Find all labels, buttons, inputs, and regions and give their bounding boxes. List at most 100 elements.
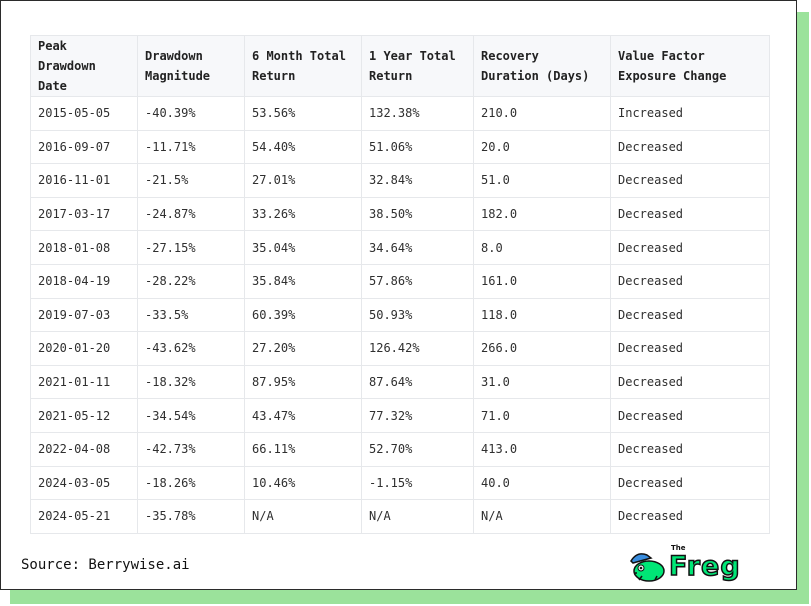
table-cell: Decreased bbox=[610, 129, 770, 165]
table-row: 2019-07-03 -33.5% 60.39% 50.93% 118.0 Decreas… bbox=[30, 297, 770, 333]
table-cell: N/A bbox=[244, 499, 362, 534]
table-cell: 27.01% bbox=[244, 163, 362, 198]
table-cell: 87.95% bbox=[244, 364, 362, 400]
table-cell: 43.47% bbox=[244, 398, 362, 433]
table-cell: 20.0 bbox=[473, 129, 611, 165]
table-cell: 51.0 bbox=[473, 163, 611, 198]
table-cell: 38.50% bbox=[361, 196, 474, 232]
table-cell: 118.0 bbox=[473, 297, 611, 333]
table-cell: 60.39% bbox=[244, 297, 362, 333]
table-cell: 2018-01-08 bbox=[30, 230, 138, 265]
table-cell: 132.38% bbox=[361, 96, 474, 131]
table-cell: 266.0 bbox=[473, 331, 611, 366]
table-row: 2020-01-20 -43.62% 27.20% 126.42% 266.0 Decre… bbox=[30, 331, 770, 366]
table-row: 2024-05-21 -35.78% N/A N/A N/A Decreased bbox=[30, 499, 770, 534]
table-cell: -11.71% bbox=[137, 129, 245, 165]
table-cell: 126.42% bbox=[361, 331, 474, 366]
table-cell: 31.0 bbox=[473, 364, 611, 400]
table-cell: N/A bbox=[473, 499, 611, 534]
freg-logo: The Freg bbox=[627, 544, 769, 583]
table-cell: 161.0 bbox=[473, 263, 611, 299]
table-cell: 35.04% bbox=[244, 230, 362, 265]
frog-mascot-icon bbox=[630, 553, 665, 582]
drawdown-table: Peak Drawdown Date Drawdown Magnitude 6 Mo… bbox=[30, 35, 770, 534]
table-cell: 35.84% bbox=[244, 263, 362, 299]
table-cell: 2015-05-05 bbox=[30, 96, 138, 131]
table-cell: 53.56% bbox=[244, 96, 362, 131]
table-cell: 32.84% bbox=[361, 163, 474, 198]
table-row: 2016-11-01 -21.5% 27.01% 32.84% 51.0 Decrease… bbox=[30, 163, 770, 198]
table-cell: Decreased bbox=[610, 364, 770, 400]
table-cell: -43.62% bbox=[137, 331, 245, 366]
column-header: Drawdown Magnitude bbox=[137, 35, 245, 97]
table-cell: 2022-04-08 bbox=[30, 431, 138, 467]
table-cell: 27.20% bbox=[244, 331, 362, 366]
table-cell: 2024-05-21 bbox=[30, 499, 138, 534]
table-cell: 66.11% bbox=[244, 431, 362, 467]
table-row: 2018-04-19 -28.22% 35.84% 57.86% 161.0 Decrea… bbox=[30, 263, 770, 299]
table-cell: 54.40% bbox=[244, 129, 362, 165]
column-header: Recovery Duration (Days) bbox=[473, 35, 611, 97]
table-body: 2015-05-05 -40.39% 53.56% 132.38% 210.0 Incre… bbox=[30, 96, 770, 534]
table-cell: Decreased bbox=[610, 398, 770, 433]
table-row: 2022-04-08 -42.73% 66.11% 52.70% 413.0 Decrea… bbox=[30, 431, 770, 467]
table-cell: Decreased bbox=[610, 431, 770, 467]
table-cell: -35.78% bbox=[137, 499, 245, 534]
table-cell: 8.0 bbox=[473, 230, 611, 265]
table-cell: -27.15% bbox=[137, 230, 245, 265]
table-cell: 2020-01-20 bbox=[30, 331, 138, 366]
column-header: 1 Year Total Return bbox=[361, 35, 474, 97]
table-cell: -18.26% bbox=[137, 465, 245, 501]
table-cell: 2019-07-03 bbox=[30, 297, 138, 333]
table-cell: 413.0 bbox=[473, 431, 611, 467]
table-cell: -28.22% bbox=[137, 263, 245, 299]
table-row: 2018-01-08 -27.15% 35.04% 34.64% 8.0 Decrease… bbox=[30, 230, 770, 265]
table-row: 2015-05-05 -40.39% 53.56% 132.38% 210.0 Incre… bbox=[30, 96, 770, 131]
table-cell: Decreased bbox=[610, 499, 770, 534]
source-caption: Source: Berrywise.ai bbox=[21, 557, 190, 573]
table-cell: 2018-04-19 bbox=[30, 263, 138, 299]
table-cell: -1.15% bbox=[361, 465, 474, 501]
table-cell: -42.73% bbox=[137, 431, 245, 467]
table-cell: 182.0 bbox=[473, 196, 611, 232]
table-cell: -40.39% bbox=[137, 96, 245, 131]
table-cell: -33.5% bbox=[137, 297, 245, 333]
table-cell: N/A bbox=[361, 499, 474, 534]
table-cell: 50.93% bbox=[361, 297, 474, 333]
table-cell: 2024-03-05 bbox=[30, 465, 138, 501]
table-cell: 2016-09-07 bbox=[30, 129, 138, 165]
table-cell: 71.0 bbox=[473, 398, 611, 433]
table-cell: Decreased bbox=[610, 263, 770, 299]
table-cell: Decreased bbox=[610, 196, 770, 232]
table-cell: 51.06% bbox=[361, 129, 474, 165]
table-row: 2016-09-07 -11.71% 54.40% 51.06% 20.0 Decreas… bbox=[30, 129, 770, 165]
table-cell: 87.64% bbox=[361, 364, 474, 400]
table-cell: 2016-11-01 bbox=[30, 163, 138, 198]
table-cell: -24.87% bbox=[137, 196, 245, 232]
column-header: Value Factor Exposure Change bbox=[610, 35, 770, 97]
table-cell: 34.64% bbox=[361, 230, 474, 265]
table-container: Peak Drawdown Date Drawdown Magnitude 6 Mo… bbox=[30, 35, 770, 534]
logo-small-text: The bbox=[671, 544, 686, 552]
table-cell: 57.86% bbox=[361, 263, 474, 299]
table-cell: -18.32% bbox=[137, 364, 245, 400]
table-cell: 2021-01-11 bbox=[30, 364, 138, 400]
table-row: 2021-01-11 -18.32% 87.95% 87.64% 31.0 Decreas… bbox=[30, 364, 770, 400]
table-row: 2024-03-05 -18.26% 10.46% -1.15% 40.0 Decreas… bbox=[30, 465, 770, 501]
table-cell: 10.46% bbox=[244, 465, 362, 501]
table-cell: Decreased bbox=[610, 465, 770, 501]
table-row: 2021-05-12 -34.54% 43.47% 77.32% 71.0 Decreas… bbox=[30, 398, 770, 433]
table-cell: 2021-05-12 bbox=[30, 398, 138, 433]
table-cell: 2017-03-17 bbox=[30, 196, 138, 232]
card: Peak Drawdown Date Drawdown Magnitude 6 Mo… bbox=[0, 0, 797, 590]
table-cell: -21.5% bbox=[137, 163, 245, 198]
logo-wordmark: Freg bbox=[668, 550, 741, 583]
table-cell: Decreased bbox=[610, 297, 770, 333]
table-cell: Decreased bbox=[610, 230, 770, 265]
column-header: 6 Month Total Return bbox=[244, 35, 362, 97]
table-cell: 210.0 bbox=[473, 96, 611, 131]
table-cell: 40.0 bbox=[473, 465, 611, 501]
table-row: 2017-03-17 -24.87% 33.26% 38.50% 182.0 Decrea… bbox=[30, 196, 770, 232]
table-cell: 77.32% bbox=[361, 398, 474, 433]
table-cell: -34.54% bbox=[137, 398, 245, 433]
